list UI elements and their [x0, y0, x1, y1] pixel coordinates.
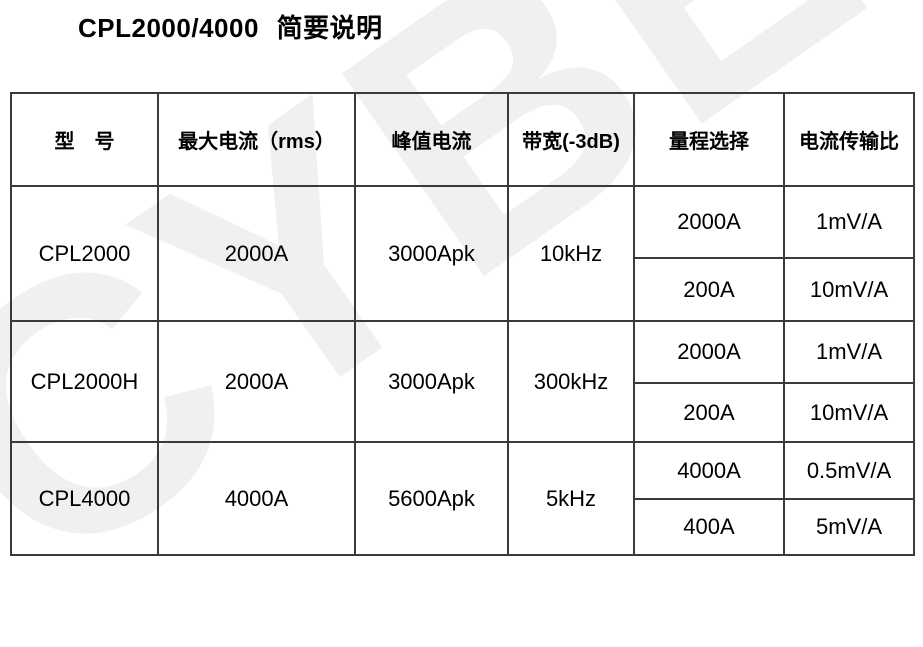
bandwidth-cell: 10kHz — [507, 185, 635, 322]
peak-current-cell: 3000Apk — [354, 320, 509, 443]
ratio-cell: 1mV/A — [783, 185, 915, 259]
header-cell-bandwidth: 带宽(-3dB) — [507, 92, 635, 187]
header-cell-range-select: 量程选择 — [633, 92, 785, 187]
range-cell: 2000A — [633, 320, 785, 384]
table-subrow-cpl2000h: 200A 10mV/A — [11, 382, 915, 443]
range-cell: 2000A — [633, 185, 785, 259]
ratio-cell: 5mV/A — [783, 498, 915, 556]
model-cell: CPL2000H — [10, 320, 159, 443]
bandwidth-cell: 300kHz — [507, 320, 635, 443]
header-cell-transfer-ratio: 电流传输比 — [783, 92, 915, 187]
page-title: CPL2000/4000 简要说明 — [78, 13, 383, 43]
table-header-row: 型 号 最大电流（rms） 峰值电流 带宽(-3dB) 量程选择 电流传输比 — [10, 92, 915, 187]
table-subrow-cpl2000: 200A 10mV/A — [11, 257, 915, 322]
model-cell: CPL4000 — [10, 441, 159, 556]
header-cell-max-current: 最大电流（rms） — [157, 92, 356, 187]
peak-current-cell: 5600Apk — [354, 441, 509, 556]
table-row-cpl2000: CPL2000 2000A 3000Apk 10kHz 2000A 1mV/A — [10, 185, 915, 322]
table-subrow-cpl4000: 400A 5mV/A — [11, 498, 915, 556]
max-current-cell: 4000A — [157, 441, 356, 556]
range-cell: 400A — [633, 498, 785, 556]
header-cell-peak-current: 峰值电流 — [354, 92, 509, 187]
table-row-cpl4000: CPL4000 4000A 5600Apk 5kHz 4000A 0.5mV/A — [10, 441, 915, 556]
max-current-cell: 2000A — [157, 320, 356, 443]
range-cell: 200A — [633, 382, 785, 443]
spec-table: 型 号 最大电流（rms） 峰值电流 带宽(-3dB) 量程选择 电流传输比 C… — [10, 92, 915, 556]
max-current-cell: 2000A — [157, 185, 356, 322]
ratio-cell: 10mV/A — [783, 382, 915, 443]
peak-current-cell: 3000Apk — [354, 185, 509, 322]
range-cell: 4000A — [633, 441, 785, 500]
ratio-cell: 1mV/A — [783, 320, 915, 384]
model-cell: CPL2000 — [10, 185, 159, 322]
ratio-cell: 10mV/A — [783, 257, 915, 322]
range-cell: 200A — [633, 257, 785, 322]
table-row-cpl2000h: CPL2000H 2000A 3000Apk 300kHz 2000A 1mV/… — [10, 320, 915, 443]
bandwidth-cell: 5kHz — [507, 441, 635, 556]
header-cell-model: 型 号 — [10, 92, 159, 187]
ratio-cell: 0.5mV/A — [783, 441, 915, 500]
